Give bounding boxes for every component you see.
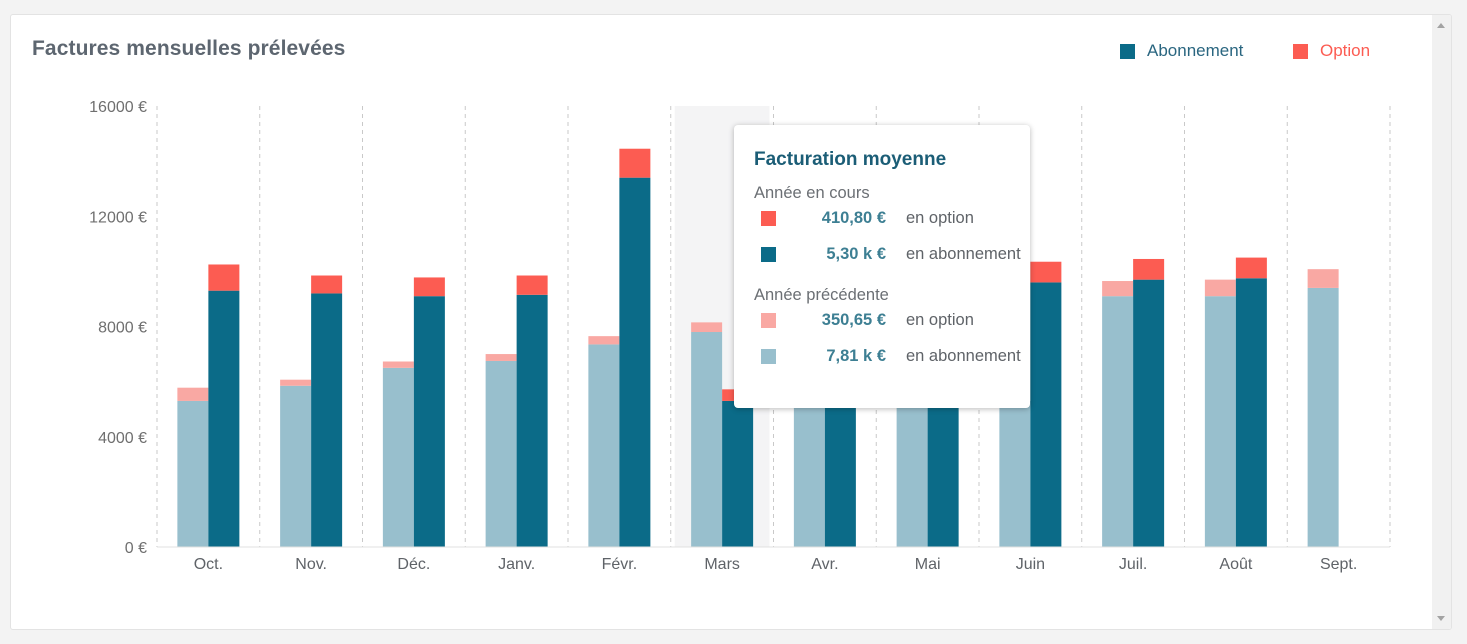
bar-current-subscription bbox=[722, 400, 754, 547]
bar-chart: 0 € 4000 € 8000 € 12000 € 16000 € Oct. Nov. Déc… bbox=[89, 99, 1391, 573]
tooltip-label: en abonnement bbox=[906, 244, 1021, 263]
bar-previous-option bbox=[280, 379, 312, 386]
chart-card: Factures mensuelles prélevées Abonnement… bbox=[10, 14, 1452, 630]
y-tick-label: 8000 € bbox=[98, 320, 147, 337]
bar-current-option bbox=[1133, 258, 1165, 280]
chart-title: Factures mensuelles prélevées bbox=[32, 37, 346, 60]
x-tick-label: Oct. bbox=[194, 556, 223, 573]
bar-current-option bbox=[311, 275, 343, 294]
bar-current-subscription bbox=[824, 400, 856, 547]
tooltip-swatch bbox=[761, 210, 776, 226]
tooltip-row-previous-subscription: 7,81 k € en abonnement bbox=[761, 345, 1021, 367]
bar-previous-subscription bbox=[793, 400, 825, 547]
bar-current-option bbox=[1235, 257, 1267, 279]
bar-current-subscription bbox=[208, 290, 240, 547]
tooltip-title: Facturation moyenne bbox=[754, 149, 947, 170]
legend-swatch-abonnement bbox=[1120, 43, 1135, 59]
legend-label-option: Option bbox=[1320, 41, 1371, 60]
tooltip-swatch bbox=[761, 312, 776, 328]
y-tick-label: 12000 € bbox=[89, 209, 147, 226]
bar-current-option bbox=[413, 277, 445, 297]
tooltip-row-current-option: 410,80 € en option bbox=[761, 207, 974, 229]
tooltip-row-current-subscription: 5,30 k € en abonnement bbox=[761, 243, 1021, 265]
bar-previous-subscription bbox=[382, 367, 414, 547]
vertical-scrollbar[interactable] bbox=[1432, 15, 1451, 629]
bar-previous-option bbox=[1102, 281, 1134, 297]
bar-previous-option bbox=[177, 387, 209, 401]
x-tick-label: Nov. bbox=[295, 556, 327, 573]
bar-current-subscription bbox=[927, 400, 959, 547]
bar-current-subscription bbox=[1235, 278, 1267, 547]
x-tick-label: Sept. bbox=[1320, 556, 1357, 573]
tooltip-swatch bbox=[761, 348, 776, 364]
x-tick-label: Févr. bbox=[602, 556, 638, 573]
bar-previous-subscription bbox=[1307, 287, 1339, 547]
bar-previous-subscription bbox=[999, 400, 1031, 547]
y-tick-label: 0 € bbox=[125, 540, 147, 557]
tooltip-previous-year-label: Année précédente bbox=[754, 286, 889, 304]
scroll-up-arrow-icon[interactable] bbox=[1437, 23, 1445, 28]
tooltip-label: en option bbox=[906, 310, 974, 329]
bar-current-option bbox=[1030, 261, 1062, 283]
scroll-down-arrow-icon[interactable] bbox=[1437, 616, 1445, 621]
x-tick-label: Juil. bbox=[1119, 556, 1147, 573]
tooltip-value: 410,80 € bbox=[821, 208, 886, 227]
legend-label-abonnement: Abonnement bbox=[1147, 41, 1244, 60]
bar-current-subscription bbox=[311, 293, 343, 547]
x-tick-label: Juin bbox=[1016, 556, 1045, 573]
bar-previous-subscription bbox=[177, 400, 209, 547]
x-tick-label: Déc. bbox=[397, 556, 430, 573]
bar-previous-subscription bbox=[896, 400, 928, 547]
bar-previous-subscription bbox=[691, 332, 723, 547]
legend-item-abonnement[interactable]: Abonnement bbox=[1120, 40, 1243, 62]
bar-previous-subscription bbox=[1204, 296, 1236, 547]
x-tick-label: Janv. bbox=[498, 556, 535, 573]
tooltip-swatch bbox=[761, 246, 776, 262]
tooltip-label: en abonnement bbox=[906, 346, 1021, 365]
bar-previous-option bbox=[1204, 279, 1236, 297]
bar-previous-subscription bbox=[280, 385, 312, 547]
bar-previous-option bbox=[691, 322, 723, 333]
x-tick-label: Mars bbox=[704, 556, 740, 573]
bar-current-subscription bbox=[516, 294, 548, 547]
y-tick-label: 4000 € bbox=[98, 430, 147, 447]
tooltip-value: 350,65 € bbox=[821, 310, 886, 329]
bar-previous-subscription bbox=[1102, 296, 1134, 547]
legend-item-option[interactable]: Option bbox=[1293, 40, 1370, 62]
bar-previous-option bbox=[588, 336, 620, 345]
x-tick-label: Mai bbox=[915, 556, 941, 573]
legend-swatch-option bbox=[1293, 43, 1308, 59]
bar-current-option bbox=[619, 148, 651, 178]
bar-previous-subscription bbox=[485, 360, 517, 547]
bar-previous-option bbox=[1307, 269, 1339, 288]
x-tick-label: Août bbox=[1219, 556, 1252, 573]
y-tick-label: 16000 € bbox=[89, 99, 147, 116]
bar-current-subscription bbox=[1133, 279, 1165, 547]
bar-current-subscription bbox=[619, 177, 651, 547]
x-tick-label: Avr. bbox=[811, 556, 838, 573]
bar-current-subscription bbox=[413, 296, 445, 547]
bar-current-option bbox=[208, 264, 240, 291]
bar-current-option bbox=[516, 275, 548, 295]
bar-current-subscription bbox=[1030, 282, 1062, 547]
bar-previous-subscription bbox=[588, 344, 620, 547]
tooltip-row-previous-option: 350,65 € en option bbox=[761, 309, 974, 331]
tooltip-current-year-label: Année en cours bbox=[754, 184, 870, 202]
tooltip-label: en option bbox=[906, 208, 974, 227]
bar-previous-option bbox=[382, 361, 414, 368]
bar-previous-option bbox=[485, 354, 517, 361]
tooltip-value: 7,81 k € bbox=[826, 346, 886, 365]
tooltip-value: 5,30 k € bbox=[826, 244, 886, 263]
chart-tooltip: Facturation moyenne Année en cours 410,8… bbox=[734, 125, 1030, 408]
